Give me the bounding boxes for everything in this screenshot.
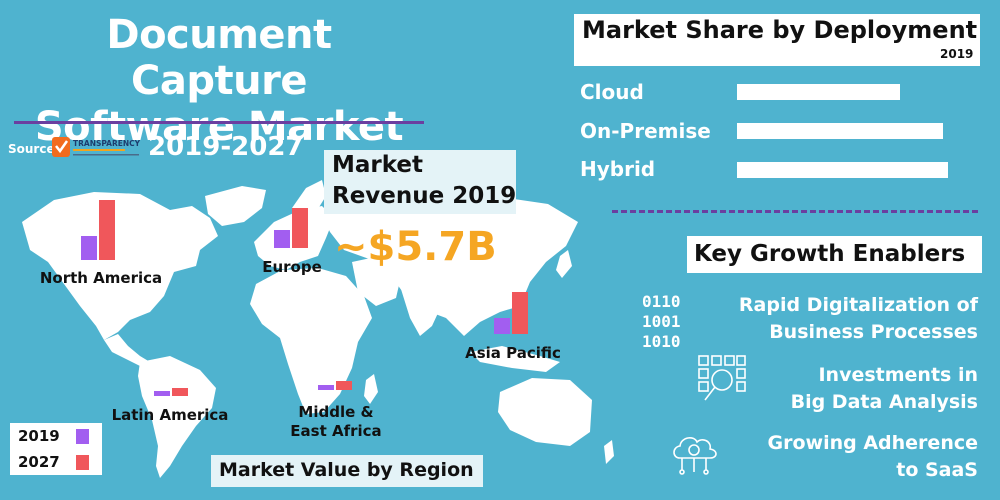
growth-title-box	[687, 236, 982, 273]
deployment-year: 2019	[940, 47, 974, 61]
deployment-bar-cloud	[737, 84, 900, 100]
section-divider	[612, 210, 978, 213]
revenue-title-box	[324, 150, 516, 214]
data-magnifier-icon	[698, 355, 746, 401]
deployment-label-on-premise: On-Premise	[580, 119, 711, 143]
bar-europe-2019	[274, 230, 290, 248]
binary-row: 0110	[642, 292, 681, 311]
growth-item-line-1: Investments in	[818, 364, 978, 386]
bar-asia-pacific-2019	[494, 318, 510, 334]
cloud-gear-icon	[673, 437, 717, 475]
bar-north-america-2019	[81, 236, 97, 260]
page-title: Document Capture Software Market	[14, 12, 424, 150]
period-years: 2019-2027	[148, 132, 304, 162]
deployment-bar-on-premise	[737, 123, 943, 139]
revenue-title: Market Revenue 2019	[332, 150, 516, 212]
binary-row: 1001	[642, 312, 681, 331]
growth-title: Key Growth Enablers	[694, 241, 966, 267]
deployment-bar-hybrid	[737, 162, 948, 178]
bar-europe-2027	[292, 208, 308, 248]
deployment-label-cloud: Cloud	[580, 80, 644, 104]
transparency-logo-icon: TRANSPARENCY	[52, 137, 141, 157]
deployment-title: Market Share by Deployment	[582, 16, 978, 44]
legend-swatch-2027	[76, 455, 89, 470]
bar-latin-america-2027	[172, 388, 188, 396]
legend-label-2019: 2019	[18, 427, 60, 445]
binary-row: 1010	[642, 332, 681, 351]
source-label: Source:	[8, 142, 60, 156]
region-label-line-2: East Africa	[290, 422, 382, 440]
bar-middle-east-africa-2019	[318, 385, 334, 390]
revenue-value: ~$5.7B	[334, 224, 497, 270]
deployment-title-box	[574, 14, 980, 66]
region-label-europe: Europe	[252, 258, 332, 277]
title-line-2: Software Market	[34, 104, 404, 150]
growth-item-line-2: Business Processes	[769, 321, 978, 343]
map-title-box	[211, 455, 483, 487]
region-label-asia-pacific: Asia Pacific	[458, 344, 568, 363]
region-label-line-1: Latin America	[111, 406, 229, 424]
title-divider	[14, 121, 424, 124]
binary-code-icon: 0110 1001 1010	[642, 292, 681, 352]
title-line-1: Document Capture	[106, 12, 332, 104]
growth-item-line-1: Rapid Digitalization of	[738, 294, 978, 316]
region-label-latin-america: Latin America	[108, 406, 232, 425]
bar-north-america-2027	[99, 200, 115, 260]
growth-item-line-1: Growing Adherence	[767, 432, 978, 454]
revenue-title-line-1: Market	[332, 152, 424, 178]
revenue-title-line-2: Revenue 2019	[332, 183, 517, 209]
region-label-north-america: North America	[34, 269, 168, 288]
region-label-middle-east-africa: Middle & East Africa	[282, 403, 390, 441]
deployment-label-hybrid: Hybrid	[580, 157, 656, 181]
bar-asia-pacific-2027	[512, 292, 528, 334]
region-label-line-1: Asia Pacific	[465, 344, 561, 362]
bar-latin-america-2019	[154, 391, 170, 396]
growth-item-saas: Growing Adherence to SaaS	[768, 430, 978, 484]
growth-item-digitalization: Rapid Digitalization of Business Process…	[739, 292, 978, 346]
region-label-line-1: Europe	[262, 258, 322, 276]
growth-item-big-data: Investments in Big Data Analysis	[791, 362, 978, 416]
svg-text:TRANSPARENCY: TRANSPARENCY	[73, 139, 141, 148]
region-label-line-1: Middle &	[298, 403, 374, 421]
bar-middle-east-africa-2027	[336, 381, 352, 390]
region-label-line-1: North America	[39, 269, 163, 287]
map-title: Market Value by Region	[219, 459, 474, 481]
growth-item-line-2: Big Data Analysis	[790, 391, 978, 413]
growth-item-line-2: to SaaS	[896, 459, 978, 481]
legend-swatch-2019	[76, 429, 89, 444]
legend-label-2027: 2027	[18, 453, 60, 471]
